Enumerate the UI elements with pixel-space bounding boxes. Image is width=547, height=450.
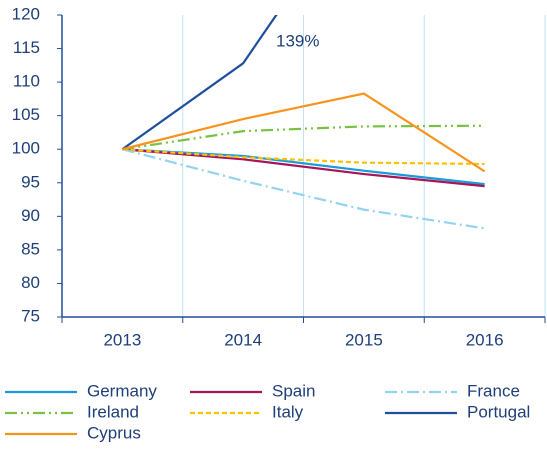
y-tick-label: 115 bbox=[13, 38, 40, 57]
series-line bbox=[121, 15, 278, 151]
series-line bbox=[122, 148, 485, 230]
series-line bbox=[122, 148, 485, 166]
y-tick-label: 80 bbox=[21, 273, 40, 292]
legend-label: France bbox=[467, 381, 520, 400]
x-tick-label: 2016 bbox=[466, 330, 504, 349]
legend-label: Ireland bbox=[87, 402, 139, 421]
y-tick-label: 90 bbox=[21, 206, 40, 225]
y-tick-label: 120 bbox=[12, 4, 40, 23]
x-tick-label: 2015 bbox=[345, 330, 383, 349]
annotation: 139% bbox=[276, 31, 319, 50]
legend-label: Italy bbox=[272, 402, 304, 421]
y-tick-label: 110 bbox=[13, 72, 40, 91]
series-line bbox=[122, 124, 485, 151]
y-tick-label: 105 bbox=[12, 105, 40, 124]
legend-label: Spain bbox=[272, 381, 315, 400]
y-tick-label: 100 bbox=[12, 139, 40, 158]
series-line bbox=[122, 92, 486, 173]
x-tick-label: 2013 bbox=[103, 330, 141, 349]
legend-label: Cyprus bbox=[87, 423, 141, 442]
y-tick-label: 95 bbox=[21, 172, 40, 191]
plot-lines bbox=[121, 15, 486, 230]
legend-label: Germany bbox=[87, 381, 157, 400]
y-tick-label: 75 bbox=[21, 306, 40, 325]
legend-label: Portugal bbox=[467, 402, 530, 421]
x-tick-label: 2014 bbox=[224, 330, 262, 349]
y-tick-label: 85 bbox=[21, 239, 40, 258]
